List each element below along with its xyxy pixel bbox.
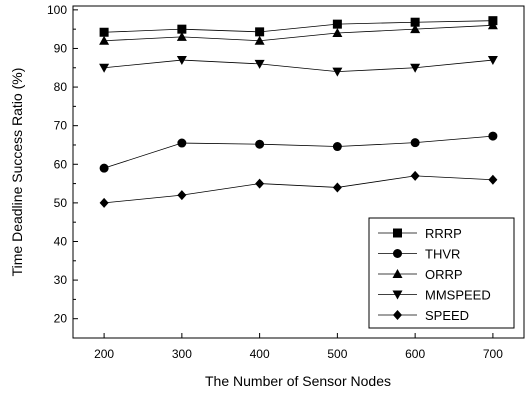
data-point-speed xyxy=(332,182,342,193)
data-point-mmspeed xyxy=(332,67,343,77)
x-tick-label: 600 xyxy=(405,347,425,361)
data-point-thvr xyxy=(332,142,342,152)
x-tick-label: 400 xyxy=(250,347,270,361)
series-line-thvr xyxy=(103,135,493,169)
data-point-speed xyxy=(177,190,187,201)
legend-marker-speed xyxy=(393,310,402,320)
legend-label-mmspeed: MMSPEED xyxy=(425,288,491,303)
legend-label-thvr: THVR xyxy=(425,247,460,262)
data-point-rrrp xyxy=(99,27,109,37)
legend-label-rrrp: RRRP xyxy=(425,226,462,241)
series-line-mmspeed xyxy=(104,59,493,73)
data-point-rrrp xyxy=(255,27,265,37)
plot-frame xyxy=(72,5,525,339)
legend-label-orrp: ORRP xyxy=(425,267,463,282)
legend-marker-orrp xyxy=(392,269,403,278)
legend-marker-rrrp xyxy=(393,228,402,238)
x-axis-title: The Number of Sensor Nodes xyxy=(205,373,391,389)
y-tick-label: 70 xyxy=(54,119,68,133)
data-point-rrrp xyxy=(177,24,187,34)
y-tick-label: 50 xyxy=(54,196,68,210)
x-tick-label: 300 xyxy=(172,347,192,361)
data-point-thvr xyxy=(177,138,187,148)
y-tick-label: 30 xyxy=(54,273,68,287)
y-tick-label: 40 xyxy=(54,234,68,248)
data-point-mmspeed xyxy=(176,56,187,66)
y-tick-label: 20 xyxy=(54,312,68,326)
y-tick-label: 80 xyxy=(54,80,68,94)
data-point-speed xyxy=(255,178,265,189)
data-point-orrp xyxy=(410,24,421,34)
tick-group: 200 300 400 500 600 700 20 30 40 50 60 70 80 90 100 xyxy=(47,3,503,361)
y-tick-label: 90 xyxy=(54,41,68,55)
data-point-orrp xyxy=(99,35,110,45)
data-point-speed xyxy=(99,197,109,208)
data-point-rrrp xyxy=(410,17,420,27)
x-tick-label: 500 xyxy=(327,347,347,361)
data-point-thvr xyxy=(410,138,420,148)
series-line-rrrp xyxy=(104,20,493,33)
data-point-speed xyxy=(488,174,498,185)
legend-marker-mmspeed xyxy=(392,290,403,300)
x-tick-label: 700 xyxy=(483,347,503,361)
data-point-orrp xyxy=(254,35,265,45)
data-point-orrp xyxy=(332,28,343,38)
y-tick-label: 60 xyxy=(54,157,68,171)
series-lines xyxy=(103,20,493,204)
series-line-orrp xyxy=(104,24,493,42)
y-axis-title: Time Deadline Success Ratio (%) xyxy=(9,68,25,277)
y-tick-label: 100 xyxy=(47,3,67,17)
data-point-thvr xyxy=(488,131,498,141)
data-point-mmspeed xyxy=(487,56,498,66)
data-point-thvr xyxy=(255,139,265,149)
data-point-mmspeed xyxy=(99,63,110,73)
data-point-speed xyxy=(410,170,420,181)
data-point-rrrp xyxy=(332,19,342,29)
data-point-orrp xyxy=(487,20,498,30)
legend-label-speed: SPEED xyxy=(425,308,469,323)
data-point-thvr xyxy=(99,163,109,173)
data-point-mmspeed xyxy=(410,63,421,73)
legend: RRRP THVR ORRP MMSPEED SPEED xyxy=(368,217,515,329)
data-point-mmspeed xyxy=(254,59,265,69)
legend-marker-thvr xyxy=(393,249,402,258)
series-line-speed xyxy=(104,175,493,204)
data-point-orrp xyxy=(176,31,187,41)
series-markers xyxy=(99,16,498,208)
x-tick-label: 200 xyxy=(94,347,114,361)
